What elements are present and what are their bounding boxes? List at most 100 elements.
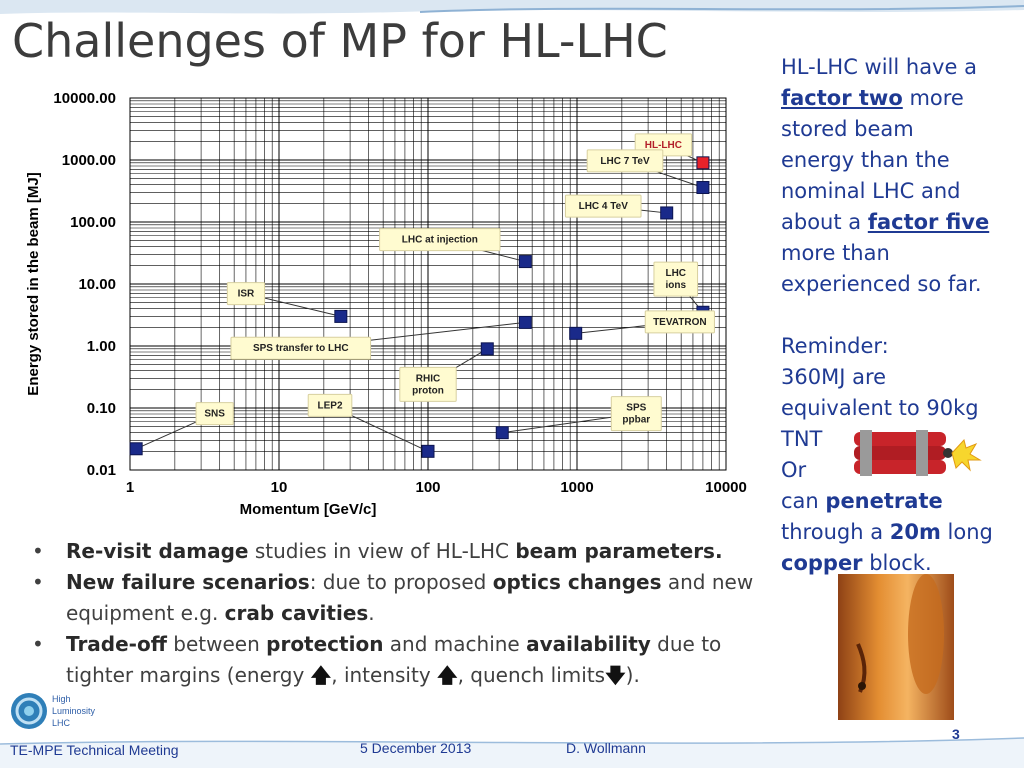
sidebar-line: HL-LHC will have a [781,52,1016,83]
data-point-marker [129,442,143,456]
bullet-2-text-2: and new equipment e.g. [66,570,760,625]
data-point-marker [334,309,348,323]
reminder-text-2: equivalent to 90kg [781,396,979,420]
sidebar-text-l5: nominal LHC and [781,179,961,203]
callout-box [230,336,372,360]
sidebar-text: HL-LHC will have a factor two more store… [781,52,1016,579]
callout-label: SNS [204,409,225,420]
sidebar-text-l7: more than [781,241,890,265]
bullet-2-bold-2: optics changes [492,570,662,594]
twenty-m-emphasis: 20m [889,520,941,544]
callout-label: ISR [238,289,255,300]
y-tick-label: 10.00 [78,276,116,293]
callout-box [379,228,501,252]
bullet-item: • Re-visit damage studies in view of HL-L… [32,539,723,563]
data-point-marker [696,181,710,195]
logo-text-1: High [52,694,71,704]
bullet-3-text-6: ). [625,663,640,687]
bullet-2-text: : due to proposed [309,570,493,594]
arrow-down-icon: 🡇 [605,663,626,687]
y-tick-label: 1.00 [87,338,116,355]
callout-label: proton [412,385,444,396]
beam-energy-chart: 1 10 100 1000 10000 0.01 0.10 1.00 10.00 100.00 10… [18,82,758,532]
logo-text-2: Luminosity [52,706,96,716]
callout-box [653,261,699,297]
y-tick-label: 10000.00 [53,90,116,107]
reminder-heading: Reminder: [781,334,889,358]
sidebar-line: factor two more [781,83,1016,114]
top-swoosh-decoration [0,0,1024,14]
x-tick-label: 10000 [705,479,747,496]
callout-label: ions [665,280,686,291]
bullet-3-bold-3: availability [526,632,651,656]
x-axis-label: Momentum [GeV/c] [240,501,377,518]
sidebar-line: Reminder: [781,331,1016,362]
logo-text-3: LHC [52,718,71,728]
callout-box [195,402,234,426]
bullet-item: • Trade-off between protection and machin… [24,629,764,691]
bullet-3-text: between [166,632,267,656]
y-tick-label: 1000.00 [62,152,116,169]
bullet-1-text: studies in view of HL-LHC [248,539,516,563]
sidebar-line: TNT [781,424,1016,455]
data-point-marker [696,156,710,170]
callout-box [586,149,664,173]
chart-svg: 1 10 100 1000 10000 0.01 0.10 1.00 10.00 100.00 10… [25,90,747,518]
bullet-2-bold: New failure scenarios [66,570,310,594]
callout-label: LHC at injection [402,235,478,246]
sidebar-line: experienced so far. [781,269,1016,300]
callout-label: HL-LHC [645,140,682,151]
sidebar-text-l8: experienced so far. [781,272,982,296]
factor-five-emphasis: factor five [867,210,990,234]
sidebar-line: energy than the [781,145,1016,176]
reminder-text-4: Or [781,458,807,482]
callout-box [307,393,353,417]
callout-label: LHC 7 TeV [600,156,650,167]
data-point-marker [569,326,583,340]
dynamite-image [854,430,982,476]
callout-label: LHC [665,268,686,279]
sidebar-text-l2: more [902,86,964,110]
bullet-3-bold: Trade-off [66,632,167,656]
data-point-marker [480,342,494,356]
data-point-marker [518,315,532,329]
callout-label: LHC 4 TeV [579,201,629,212]
footer-date: 5 December 2013 [360,740,472,756]
copper-emphasis: copper [781,551,863,575]
callout-label: ppbar [622,415,650,426]
callout-label: SPS transfer to LHC [253,343,349,354]
callout-box [644,310,715,334]
sidebar-text-l6: about a [781,210,868,234]
callout-box [610,396,662,432]
sidebar-text-l3: stored beam [781,117,914,141]
reminder-text-6: through a [781,520,890,544]
y-axis-label: Energy stored in the beam [MJ] [25,172,42,395]
bullet-2-bold-3: crab cavities [224,601,369,625]
sidebar-line: Or [781,455,1016,486]
sidebar-line: about a factor five [781,207,1016,238]
sidebar-line: equivalent to 90kg [781,393,1016,424]
reminder-text-7: long [940,520,993,544]
y-tick-label: 0.01 [87,462,116,479]
sidebar-line: through a 20m long [781,517,1016,548]
callout-label: SPS [626,403,646,414]
data-point-marker [421,444,435,458]
reminder-text-3: TNT [781,427,823,451]
callout-box [399,366,457,402]
callout-label: RHIC [416,373,440,384]
reminder-text-5: can [781,489,826,513]
bullet-3-text-2: and machine [383,632,527,656]
sidebar-line: more than [781,238,1016,269]
page-number: 3 [952,726,960,742]
callout-box [564,194,642,218]
callout-box [226,282,266,306]
reminder-text-1: 360MJ are [781,365,887,389]
copper-block-photo [838,574,954,720]
bullet-3-bold-2: protection [266,632,384,656]
bullet-1-bold-2: beam parameters. [515,539,723,563]
sidebar-text-l1: HL-LHC will have a [781,55,977,79]
y-tick-label: 100.00 [70,214,116,231]
penetrate-emphasis: penetrate [825,489,943,513]
bullet-2-text-3: . [368,601,375,625]
sidebar-line: copper block. [781,548,1016,579]
